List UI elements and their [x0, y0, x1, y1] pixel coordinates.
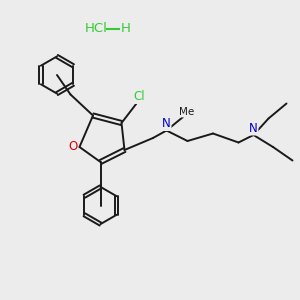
Text: Cl: Cl [133, 90, 145, 104]
Text: N: N [249, 122, 258, 135]
Text: O: O [68, 140, 77, 154]
Text: H: H [121, 22, 131, 35]
Text: HCl: HCl [85, 22, 107, 35]
Text: N: N [162, 117, 171, 130]
Text: Me: Me [179, 107, 194, 117]
